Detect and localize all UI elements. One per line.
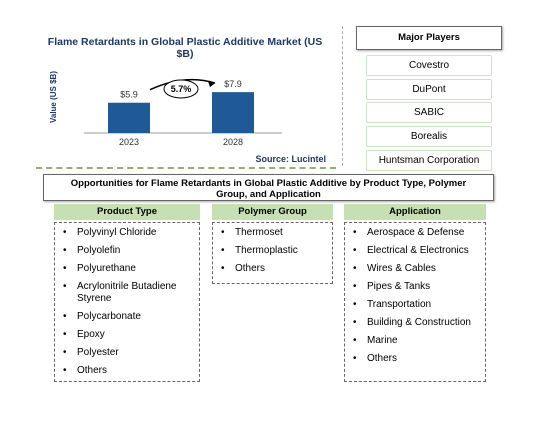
bar (108, 102, 150, 133)
item-text: Polyolefin (77, 245, 121, 256)
item-text: Electrical & Electronics (367, 245, 469, 256)
list-item: • Building & Construction (353, 317, 479, 329)
value-label: $5.9 (120, 90, 138, 100)
list-item: • Others (63, 365, 193, 377)
list-item: • Pipes & Tanks (353, 281, 479, 293)
item-text: Pipes & Tanks (367, 281, 431, 292)
x-tick-label: 2023 (119, 137, 139, 147)
item-text: Others (235, 263, 266, 274)
item-text: Aerospace & Defense (367, 227, 465, 238)
player: Borealis (366, 126, 492, 148)
arrow-head (208, 81, 215, 88)
bullet: • (353, 317, 357, 328)
bullet: • (63, 328, 67, 340)
chart: Value (US $B) Source: Lucintel $5.9 2023 $… (49, 71, 326, 164)
item-text: Acrylonitrile Butadiene Styrene (77, 281, 177, 304)
list-item: • Transportation (353, 299, 479, 311)
bullet: • (63, 227, 67, 238)
column-title: Polymer Group (212, 204, 333, 220)
bullet: • (63, 245, 67, 256)
list-item: • Epoxy (63, 329, 193, 341)
growth-label: 5.7% (171, 84, 192, 94)
y-axis-label: Value (US $B) (49, 71, 58, 123)
player: DuPont (366, 78, 492, 100)
list-item: • Others (221, 263, 326, 275)
list-item: • Acrylonitrile Butadiene Styrene (63, 281, 193, 304)
bar (212, 92, 254, 133)
divider (36, 167, 336, 169)
bullet: • (353, 353, 357, 364)
list-item: • Thermoplastic (221, 245, 326, 257)
bullet: • (353, 335, 357, 346)
list-item: • Thermoset (221, 227, 326, 239)
item-text: Thermoplastic (235, 245, 298, 256)
bullet: • (63, 364, 67, 376)
bullet: • (63, 281, 67, 292)
value-label: $7.9 (224, 79, 242, 89)
item-text: Polyurethane (77, 263, 136, 274)
player: Covestro (366, 55, 492, 76)
player: SABIC (366, 102, 492, 124)
item-text: Others (367, 353, 398, 364)
bullet: • (63, 346, 67, 358)
bullet: • (353, 227, 357, 238)
players-title: Major Players (356, 26, 502, 50)
list-item: • Polycarbonate (63, 311, 193, 323)
item-text: Thermoset (235, 227, 283, 238)
list-item: • Others (353, 353, 479, 365)
list-item: • Polyolefin (63, 245, 193, 257)
item-text: Polyester (77, 346, 119, 358)
item-text: Marine (367, 335, 398, 346)
item-text: Building & Construction (367, 317, 471, 328)
column-title: Application (344, 204, 486, 220)
list-item: • Polyvinyl Chloride (63, 227, 193, 239)
column-list: • Polyvinyl Chloride • Polyolefin • Polyureth… (54, 222, 200, 382)
list-item: • Polyurethane (63, 263, 193, 275)
item-text: Wires & Cables (367, 263, 436, 274)
list-item: • Electrical & Electronics (353, 245, 479, 257)
item-text: Transportation (367, 299, 432, 310)
bullet: • (353, 263, 357, 274)
bullet: • (221, 263, 225, 274)
column-list: • Aerospace & Defense • Electrical & Electr… (344, 222, 486, 382)
list-item: • Aerospace & Defense (353, 227, 479, 239)
x-tick-label: 2028 (223, 137, 243, 147)
list-item: • Marine (353, 335, 479, 347)
column-title: Product Type (54, 204, 200, 220)
list-item: • Polyester (63, 347, 193, 359)
bullet: • (221, 245, 225, 256)
bullet: • (63, 263, 67, 274)
divider (342, 26, 343, 166)
chart-title: Flame Retardants in Global Plastic Addit… (47, 36, 323, 60)
opportunities-title: Opportunities for Flame Retardants in Gl… (43, 174, 494, 201)
bullet: • (353, 245, 357, 256)
list-item: • Wires & Cables (353, 263, 479, 275)
item-text: Epoxy (77, 328, 105, 340)
item-text: Others (77, 364, 108, 376)
bullet: • (353, 299, 357, 310)
bullet: • (221, 227, 225, 238)
source: Source: Lucintel (255, 154, 326, 164)
bullet: • (353, 281, 357, 292)
bullet: • (63, 310, 67, 322)
item-text: Polycarbonate (77, 310, 141, 322)
column-list: • Thermoset • Thermoplastic • Others (212, 222, 333, 284)
growth-badge (163, 79, 199, 99)
player: Huntsman Corporation (366, 149, 492, 171)
item-text: Polyvinyl Chloride (77, 227, 157, 238)
